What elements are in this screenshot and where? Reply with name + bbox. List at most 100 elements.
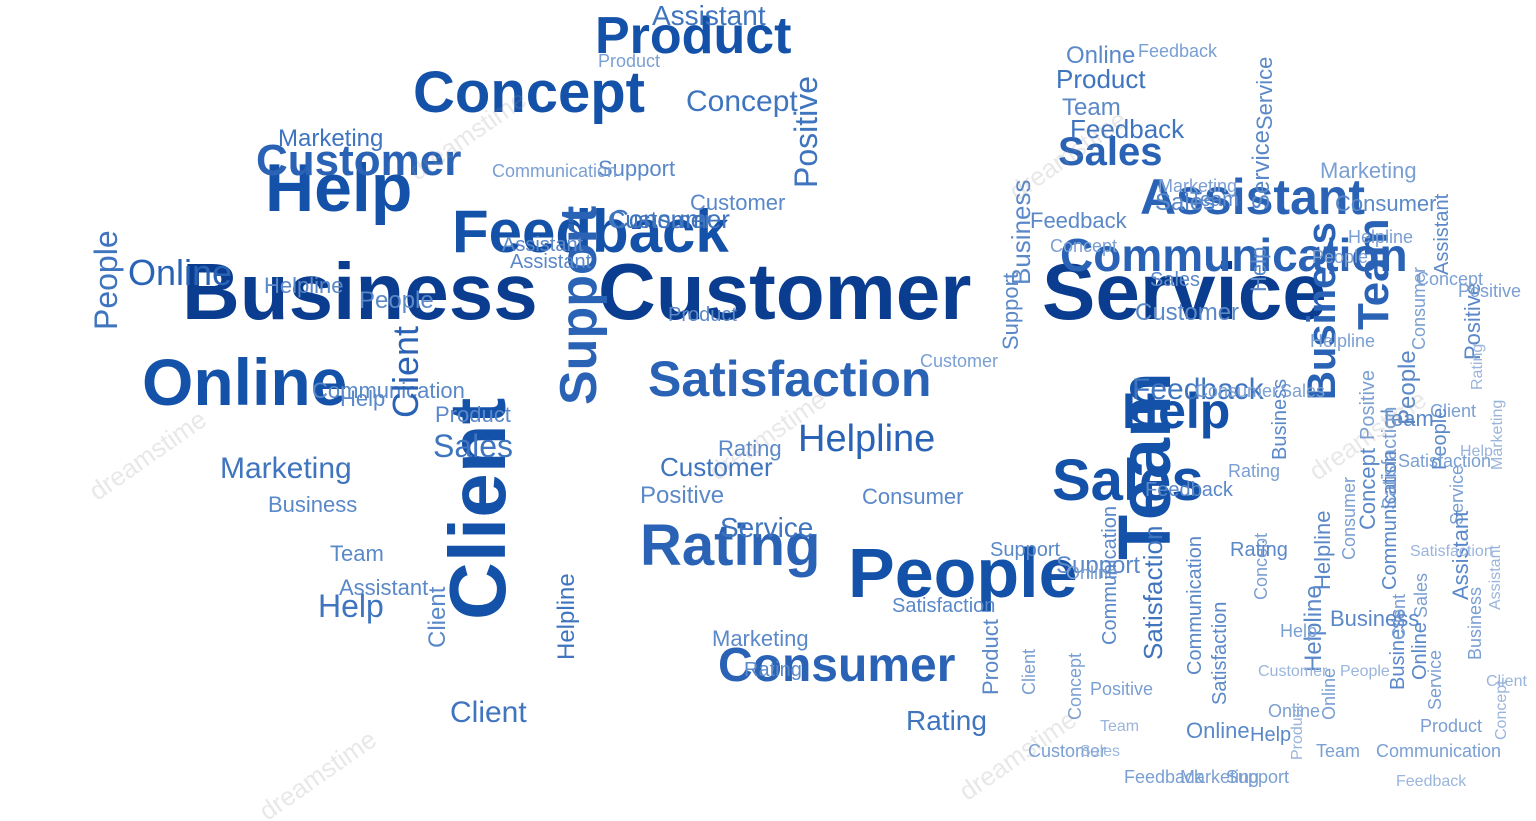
cloud-word: Client <box>1019 648 1039 695</box>
cloud-word: Customer <box>608 207 713 234</box>
cloud-word: Customer <box>598 247 972 336</box>
cloud-word: Positive <box>1090 679 1154 699</box>
cloud-word: Feedback <box>1030 208 1127 233</box>
cloud-word: Team <box>1190 189 1239 211</box>
cloud-word: Satisfaction <box>1138 525 1168 660</box>
cloud-word: Service <box>1425 649 1445 710</box>
cloud-word: Marketing <box>1489 399 1506 470</box>
cloud-word: Support <box>598 156 676 181</box>
cloud-word: Rating <box>906 705 987 736</box>
cloud-word: Service <box>1248 129 1275 210</box>
cloud-word: Service <box>1252 56 1277 130</box>
cloud-word: People <box>1312 247 1369 267</box>
cloud-word: Customer <box>690 190 786 215</box>
cloud-word: Helpline <box>1348 227 1414 247</box>
cloud-word: Client <box>424 586 451 648</box>
cloud-word: Help <box>1122 383 1231 439</box>
cloud-word: Consumer <box>1335 191 1437 216</box>
cloud-word: Product <box>978 619 1003 695</box>
cloud-word: Communication <box>1184 536 1206 675</box>
cloud-word: Client <box>385 325 426 418</box>
cloud-word: Marketing <box>220 452 352 485</box>
cloud-word: Help <box>340 386 386 411</box>
cloud-word: Client <box>1486 673 1527 690</box>
cloud-word: Sales <box>433 428 514 464</box>
cloud-word: Assistant <box>1431 193 1453 275</box>
cloud-word: Rating <box>718 436 782 461</box>
cloud-word: Customer <box>1028 741 1107 761</box>
cloud-word: Feedback <box>452 198 729 265</box>
cloud-word: Support <box>998 272 1023 350</box>
cloud-word: Team <box>1380 406 1434 431</box>
cloud-word: People <box>88 230 124 330</box>
cloud-word: Sales <box>1052 448 1204 513</box>
cloud-word: Help <box>1460 443 1493 460</box>
cloud-word: Feedback <box>1124 767 1204 787</box>
cloud-word: Customer <box>1258 663 1328 680</box>
cloud-word: Marketing <box>712 626 809 651</box>
cloud-word: Communication <box>1060 229 1408 281</box>
cloud-word: Support <box>990 539 1061 561</box>
cloud-word: Assistant <box>502 234 584 256</box>
cloud-word: Marketing <box>1158 176 1238 196</box>
cloud-word: People <box>1340 663 1390 680</box>
cloud-word: Team <box>330 541 384 566</box>
cloud-word: Help <box>318 588 384 624</box>
cloud-word: Communication <box>492 161 618 181</box>
cloud-word: Assistant <box>652 0 766 31</box>
cloud-word: Consumer <box>718 639 956 692</box>
cloud-word: Concept <box>686 85 798 118</box>
cloud-word: Marketing <box>1180 767 1260 787</box>
cloud-word: Marketing <box>278 125 384 152</box>
cloud-word: Client <box>450 696 527 729</box>
cloud-word: Communication <box>1099 506 1121 645</box>
cloud-word: Concept <box>1493 680 1510 740</box>
cloud-word: Satisfaction <box>892 595 996 617</box>
cloud-word: Customer <box>920 351 999 371</box>
cloud-word: Help <box>265 150 413 226</box>
cloud-word: Customer <box>660 452 773 482</box>
cloud-word: Team <box>1062 94 1121 121</box>
cloud-word: People <box>359 287 434 314</box>
cloud-word: Online <box>1066 42 1136 69</box>
cloud-word: Help <box>1280 621 1318 641</box>
cloud-word: Positive <box>1458 281 1522 301</box>
cloud-word: Satisfaction <box>1209 601 1231 705</box>
cloud-word: Business <box>182 247 538 336</box>
cloud-word: Help <box>1250 724 1292 746</box>
cloud-word: Service <box>720 512 814 543</box>
cloud-word: Communication <box>1379 451 1401 590</box>
cloud-word: Communication <box>1376 741 1502 761</box>
cloud-word: Sales <box>1080 743 1121 760</box>
cloud-word: Business <box>1269 378 1291 460</box>
cloud-word: Customer <box>256 136 462 185</box>
cloud-word: Product <box>435 402 511 427</box>
cloud-word: Product <box>595 7 792 65</box>
cloud-word: Online <box>128 252 233 293</box>
cloud-word: Helpline <box>1310 510 1335 591</box>
cloud-word: Rating <box>1228 461 1281 481</box>
cloud-word: Assistant <box>339 575 429 600</box>
cloud-word: Business <box>1330 606 1420 631</box>
cloud-word: Feedback <box>1396 773 1467 790</box>
cloud-word: Consumer <box>1339 476 1359 560</box>
cloud-word: Rating <box>1469 343 1486 390</box>
cloud-word: Rating <box>1230 539 1288 561</box>
cloud-word: Consumer <box>1195 381 1279 401</box>
cloud-word: Satisfaction <box>1398 451 1492 471</box>
cloud-word: Assistant <box>1140 169 1366 225</box>
cloud-word: Consumer <box>610 204 730 234</box>
cloud-word: Product <box>598 51 661 71</box>
cloud-word: Business <box>1465 586 1485 660</box>
cloud-word: Sales <box>1150 269 1201 291</box>
cloud-word: Client <box>1430 401 1477 421</box>
cloud-word: Support <box>1056 552 1141 579</box>
cloud-word: Marketing <box>1320 158 1417 183</box>
cloud-word: Positive <box>640 482 725 509</box>
cloud-word: Assistant <box>510 251 592 273</box>
cloud-word: Communication <box>312 378 465 403</box>
cloud-word: Product <box>668 304 737 326</box>
cloud-word: Satisfaction <box>648 351 932 407</box>
cloud-word: Concept <box>1065 652 1085 720</box>
